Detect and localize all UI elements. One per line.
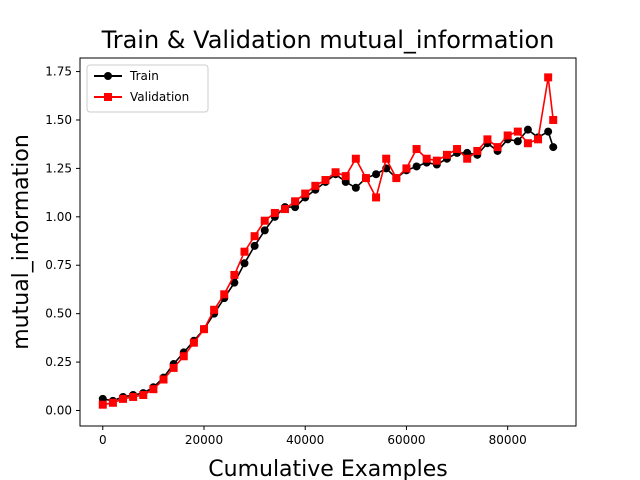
- validation-point: [382, 154, 391, 163]
- validation-point: [200, 325, 208, 334]
- validation-point: [139, 391, 148, 400]
- train-point: [372, 170, 381, 179]
- train-point: [412, 162, 421, 171]
- validation-point: [412, 145, 421, 154]
- train-point: [549, 143, 558, 152]
- validation-point: [351, 154, 360, 163]
- validation-point: [442, 150, 451, 159]
- legend: Train Validation: [86, 64, 209, 113]
- y-tick-label: 1.50: [45, 113, 72, 127]
- validation-point: [169, 363, 178, 372]
- validation-point: [240, 247, 249, 256]
- validation-point: [402, 164, 411, 173]
- validation-point: [98, 400, 107, 409]
- train-point: [250, 241, 259, 250]
- validation-point: [311, 181, 320, 190]
- x-axis-label: Cumulative Examples: [208, 457, 447, 480]
- validation-point: [493, 143, 502, 152]
- legend-train-label: Train: [129, 69, 159, 83]
- train-point: [230, 278, 239, 287]
- validation-point: [230, 270, 239, 279]
- validation-point: [301, 189, 310, 198]
- y-tick-label: 1.25: [45, 161, 72, 175]
- validation-point: [250, 232, 259, 241]
- y-tick-label: 0.75: [45, 258, 72, 272]
- legend-validation-label: Validation: [130, 90, 189, 104]
- y-tick-label: 1.00: [45, 210, 72, 224]
- validation-point: [372, 193, 381, 202]
- train-point: [523, 125, 532, 134]
- validation-point: [119, 394, 128, 403]
- validation-point: [210, 305, 219, 314]
- validation-point: [270, 208, 279, 217]
- train-line: [102, 128, 554, 402]
- plot-area: [79, 57, 577, 427]
- validation-point: [544, 73, 553, 82]
- validation-point: [534, 135, 543, 144]
- validation-point: [473, 146, 482, 155]
- validation-point: [260, 216, 269, 225]
- x-tick-label: 0: [99, 433, 107, 447]
- train-point: [260, 226, 269, 235]
- validation-point: [331, 168, 340, 177]
- validation-point: [523, 139, 532, 148]
- legend-validation-marker: [104, 93, 112, 101]
- validation-point: [149, 385, 158, 394]
- validation-point: [503, 131, 512, 140]
- x-tick-label: 40000: [286, 433, 324, 447]
- x-tick-label: 80000: [489, 433, 527, 447]
- validation-point: [129, 392, 138, 401]
- validation-point: [513, 127, 522, 136]
- train-point: [544, 127, 553, 136]
- train-point: [240, 259, 249, 268]
- x-axis: 0 20000 40000 60000 80000: [99, 426, 527, 447]
- train-point: [351, 183, 360, 192]
- y-axis-label: mutual_information: [9, 134, 34, 350]
- series-layer: [98, 73, 558, 409]
- validation-point: [291, 197, 300, 206]
- validation-point: [453, 145, 462, 154]
- train-point: [513, 137, 522, 146]
- validation-point: [432, 156, 441, 165]
- validation-point: [189, 338, 198, 347]
- validation-point: [108, 398, 117, 407]
- validation-point: [463, 154, 472, 163]
- series-validation: [98, 73, 558, 409]
- x-tick-label: 60000: [387, 433, 425, 447]
- validation-point: [361, 174, 370, 183]
- validation-point: [220, 290, 229, 299]
- validation-line: [102, 77, 554, 406]
- validation-point: [422, 154, 431, 163]
- validation-point: [392, 174, 401, 183]
- x-tick-label: 20000: [185, 433, 223, 447]
- y-tick-label: 1.75: [45, 65, 72, 79]
- validation-point: [321, 176, 330, 185]
- validation-point: [341, 172, 350, 181]
- chart-title: Train & Validation mutual_information: [101, 26, 555, 54]
- validation-point: [179, 352, 188, 361]
- validation-point: [483, 135, 492, 144]
- validation-point: [280, 205, 289, 214]
- y-tick-label: 0.00: [45, 404, 72, 418]
- y-tick-label: 0.50: [45, 307, 72, 321]
- validation-point: [159, 375, 168, 384]
- y-tick-label: 0.25: [45, 355, 72, 369]
- y-axis: 0.00 0.25 0.50 0.75 1.00 1.25 1.50 1.75: [45, 65, 80, 418]
- validation-point: [549, 115, 558, 124]
- legend-train-marker: [104, 72, 112, 80]
